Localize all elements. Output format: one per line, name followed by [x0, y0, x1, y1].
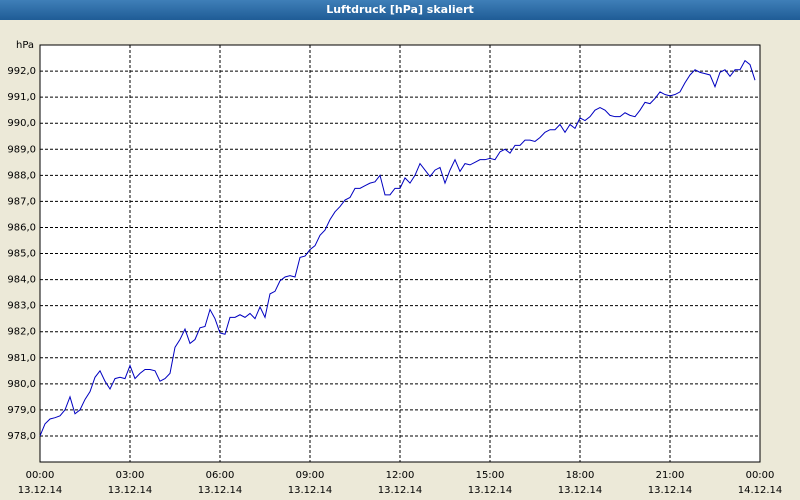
x-tick-date: 13.12.14: [648, 485, 693, 496]
x-tick-label: 18:00: [566, 470, 595, 481]
x-tick-date: 13.12.14: [558, 485, 603, 496]
x-tick-label: 21:00: [656, 470, 685, 481]
x-tick-date: 13.12.14: [378, 485, 423, 496]
x-tick-label: 15:00: [476, 470, 505, 481]
x-tick-date: 13.12.14: [468, 485, 513, 496]
y-tick-label: 986,0: [7, 222, 36, 233]
x-tick-date: 13.12.14: [198, 485, 243, 496]
x-tick-date: 14.12.14: [738, 485, 783, 496]
x-tick-label: 09:00: [296, 470, 325, 481]
y-tick-label: 991,0: [7, 92, 36, 103]
y-tick-label: 981,0: [7, 353, 36, 364]
y-unit: hPa: [16, 40, 34, 51]
y-tick-label: 992,0: [7, 66, 36, 77]
x-tick-date: 13.12.14: [288, 485, 333, 496]
y-tick-label: 985,0: [7, 249, 36, 260]
x-tick-label: 00:00: [26, 470, 55, 481]
y-tick-label: 988,0: [7, 170, 36, 181]
x-tick-label: 12:00: [386, 470, 415, 481]
y-tick-label: 979,0: [7, 405, 36, 416]
x-tick-date: 13.12.14: [108, 485, 153, 496]
x-tick-label: 06:00: [206, 470, 235, 481]
y-tick-label: 989,0: [7, 144, 36, 155]
data-line: [39, 59, 756, 437]
y-tick-label: 984,0: [7, 275, 36, 286]
chart-title: Luftdruck [hPa] skaliert: [326, 3, 474, 16]
x-tick-label: 03:00: [116, 470, 145, 481]
y-tick-label: 983,0: [7, 301, 36, 312]
y-tick-label: 990,0: [7, 118, 36, 129]
x-tick-label: 00:00: [746, 470, 775, 481]
title-bar: [0, 0, 800, 20]
y-tick-label: 982,0: [7, 327, 36, 338]
x-tick-date: 13.12.14: [18, 485, 63, 496]
y-tick-label: 978,0: [7, 431, 36, 442]
y-tick-label: 980,0: [7, 379, 36, 390]
y-tick-label: 987,0: [7, 196, 36, 207]
